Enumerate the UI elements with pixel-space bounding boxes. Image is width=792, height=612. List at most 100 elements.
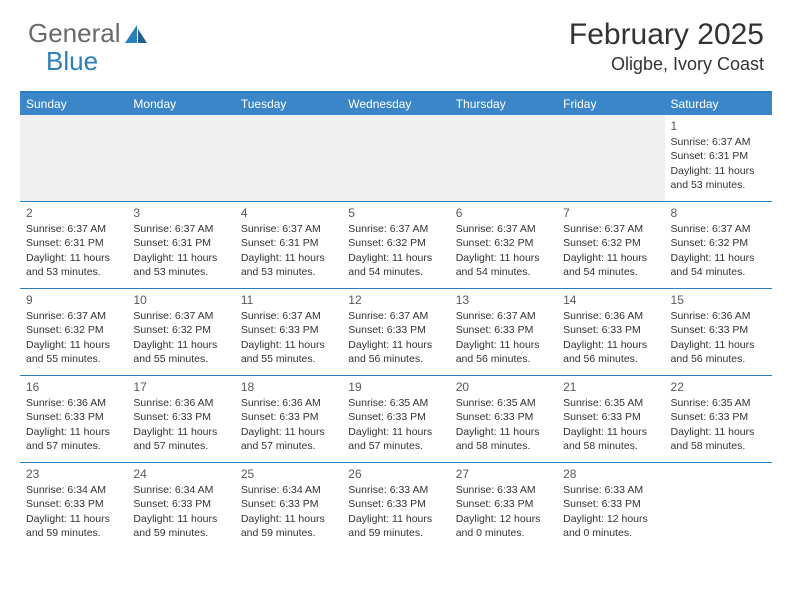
daylight-text: Daylight: 12 hours and 0 minutes.: [563, 512, 658, 540]
day-cell: 19Sunrise: 6:35 AMSunset: 6:33 PMDayligh…: [342, 376, 449, 462]
daylight-text: Daylight: 11 hours and 57 minutes.: [26, 425, 121, 453]
day-number: 9: [26, 292, 121, 308]
day-cell: 3Sunrise: 6:37 AMSunset: 6:31 PMDaylight…: [127, 202, 234, 288]
day-number: 18: [241, 379, 336, 395]
daylight-text: Daylight: 11 hours and 53 minutes.: [671, 164, 766, 192]
daylight-text: Daylight: 11 hours and 58 minutes.: [671, 425, 766, 453]
daylight-text: Daylight: 11 hours and 54 minutes.: [671, 251, 766, 279]
sunrise-text: Sunrise: 6:37 AM: [133, 309, 228, 323]
sunrise-text: Sunrise: 6:37 AM: [456, 309, 551, 323]
daylight-text: Daylight: 11 hours and 59 minutes.: [26, 512, 121, 540]
week-row: 16Sunrise: 6:36 AMSunset: 6:33 PMDayligh…: [20, 376, 772, 463]
day-cell: 10Sunrise: 6:37 AMSunset: 6:32 PMDayligh…: [127, 289, 234, 375]
day-number: 26: [348, 466, 443, 482]
daylight-text: Daylight: 11 hours and 59 minutes.: [241, 512, 336, 540]
day-cell: 4Sunrise: 6:37 AMSunset: 6:31 PMDaylight…: [235, 202, 342, 288]
day-cell: 13Sunrise: 6:37 AMSunset: 6:33 PMDayligh…: [450, 289, 557, 375]
sunset-text: Sunset: 6:33 PM: [348, 410, 443, 424]
sunset-text: Sunset: 6:33 PM: [133, 410, 228, 424]
day-cell: [665, 463, 772, 549]
day-number: 15: [671, 292, 766, 308]
day-number: 7: [563, 205, 658, 221]
sunrise-text: Sunrise: 6:37 AM: [133, 222, 228, 236]
sunrise-text: Sunrise: 6:35 AM: [671, 396, 766, 410]
header: General February 2025 Oligbe, Ivory Coas…: [0, 0, 792, 83]
day-cell: 18Sunrise: 6:36 AMSunset: 6:33 PMDayligh…: [235, 376, 342, 462]
day-number: 8: [671, 205, 766, 221]
sunrise-text: Sunrise: 6:35 AM: [348, 396, 443, 410]
sunrise-text: Sunrise: 6:34 AM: [133, 483, 228, 497]
day-cell: 8Sunrise: 6:37 AMSunset: 6:32 PMDaylight…: [665, 202, 772, 288]
daylight-text: Daylight: 11 hours and 54 minutes.: [456, 251, 551, 279]
day-number: 1: [671, 118, 766, 134]
month-title: February 2025: [569, 18, 764, 52]
day-number: 11: [241, 292, 336, 308]
sunrise-text: Sunrise: 6:37 AM: [241, 222, 336, 236]
day-number: 24: [133, 466, 228, 482]
weeks-container: 1Sunrise: 6:37 AMSunset: 6:31 PMDaylight…: [20, 115, 772, 549]
day-cell: 24Sunrise: 6:34 AMSunset: 6:33 PMDayligh…: [127, 463, 234, 549]
weekday-header: Tuesday: [235, 93, 342, 115]
day-number: 23: [26, 466, 121, 482]
daylight-text: Daylight: 11 hours and 56 minutes.: [456, 338, 551, 366]
day-cell: 21Sunrise: 6:35 AMSunset: 6:33 PMDayligh…: [557, 376, 664, 462]
day-number: 25: [241, 466, 336, 482]
daylight-text: Daylight: 11 hours and 54 minutes.: [563, 251, 658, 279]
sunset-text: Sunset: 6:33 PM: [241, 410, 336, 424]
day-number: 28: [563, 466, 658, 482]
title-block: February 2025 Oligbe, Ivory Coast: [569, 18, 764, 75]
day-cell: 14Sunrise: 6:36 AMSunset: 6:33 PMDayligh…: [557, 289, 664, 375]
sunset-text: Sunset: 6:33 PM: [671, 410, 766, 424]
day-number: 20: [456, 379, 551, 395]
sunrise-text: Sunrise: 6:34 AM: [241, 483, 336, 497]
daylight-text: Daylight: 11 hours and 57 minutes.: [133, 425, 228, 453]
weekday-header: Friday: [557, 93, 664, 115]
weekday-header: Thursday: [450, 93, 557, 115]
sunrise-text: Sunrise: 6:33 AM: [563, 483, 658, 497]
daylight-text: Daylight: 11 hours and 57 minutes.: [241, 425, 336, 453]
week-row: 2Sunrise: 6:37 AMSunset: 6:31 PMDaylight…: [20, 202, 772, 289]
sunset-text: Sunset: 6:33 PM: [241, 323, 336, 337]
sunrise-text: Sunrise: 6:36 AM: [133, 396, 228, 410]
sunset-text: Sunset: 6:31 PM: [241, 236, 336, 250]
sunrise-text: Sunrise: 6:37 AM: [241, 309, 336, 323]
week-row: 9Sunrise: 6:37 AMSunset: 6:32 PMDaylight…: [20, 289, 772, 376]
logo-text-blue-wrap: Blue: [46, 46, 98, 77]
day-cell: 25Sunrise: 6:34 AMSunset: 6:33 PMDayligh…: [235, 463, 342, 549]
sunrise-text: Sunrise: 6:37 AM: [348, 222, 443, 236]
daylight-text: Daylight: 11 hours and 53 minutes.: [133, 251, 228, 279]
sunset-text: Sunset: 6:33 PM: [456, 497, 551, 511]
day-cell: [127, 115, 234, 201]
day-number: 17: [133, 379, 228, 395]
sunrise-text: Sunrise: 6:37 AM: [26, 222, 121, 236]
daylight-text: Daylight: 11 hours and 56 minutes.: [348, 338, 443, 366]
logo-text-general: General: [28, 18, 121, 49]
day-cell: 28Sunrise: 6:33 AMSunset: 6:33 PMDayligh…: [557, 463, 664, 549]
day-cell: 23Sunrise: 6:34 AMSunset: 6:33 PMDayligh…: [20, 463, 127, 549]
sunset-text: Sunset: 6:33 PM: [456, 323, 551, 337]
day-number: 3: [133, 205, 228, 221]
sunset-text: Sunset: 6:32 PM: [133, 323, 228, 337]
sunrise-text: Sunrise: 6:37 AM: [456, 222, 551, 236]
daylight-text: Daylight: 11 hours and 56 minutes.: [563, 338, 658, 366]
day-number: 5: [348, 205, 443, 221]
sunset-text: Sunset: 6:33 PM: [348, 323, 443, 337]
day-number: 14: [563, 292, 658, 308]
day-cell: 20Sunrise: 6:35 AMSunset: 6:33 PMDayligh…: [450, 376, 557, 462]
sunset-text: Sunset: 6:33 PM: [133, 497, 228, 511]
sunrise-text: Sunrise: 6:33 AM: [456, 483, 551, 497]
day-number: 16: [26, 379, 121, 395]
sunset-text: Sunset: 6:32 PM: [563, 236, 658, 250]
day-cell: 5Sunrise: 6:37 AMSunset: 6:32 PMDaylight…: [342, 202, 449, 288]
daylight-text: Daylight: 11 hours and 54 minutes.: [348, 251, 443, 279]
day-number: 12: [348, 292, 443, 308]
sunrise-text: Sunrise: 6:37 AM: [26, 309, 121, 323]
day-cell: [557, 115, 664, 201]
day-number: 19: [348, 379, 443, 395]
day-number: 10: [133, 292, 228, 308]
day-cell: 16Sunrise: 6:36 AMSunset: 6:33 PMDayligh…: [20, 376, 127, 462]
weekday-header: Wednesday: [342, 93, 449, 115]
daylight-text: Daylight: 11 hours and 58 minutes.: [563, 425, 658, 453]
sunrise-text: Sunrise: 6:37 AM: [671, 135, 766, 149]
logo-sail-icon: [123, 23, 149, 45]
